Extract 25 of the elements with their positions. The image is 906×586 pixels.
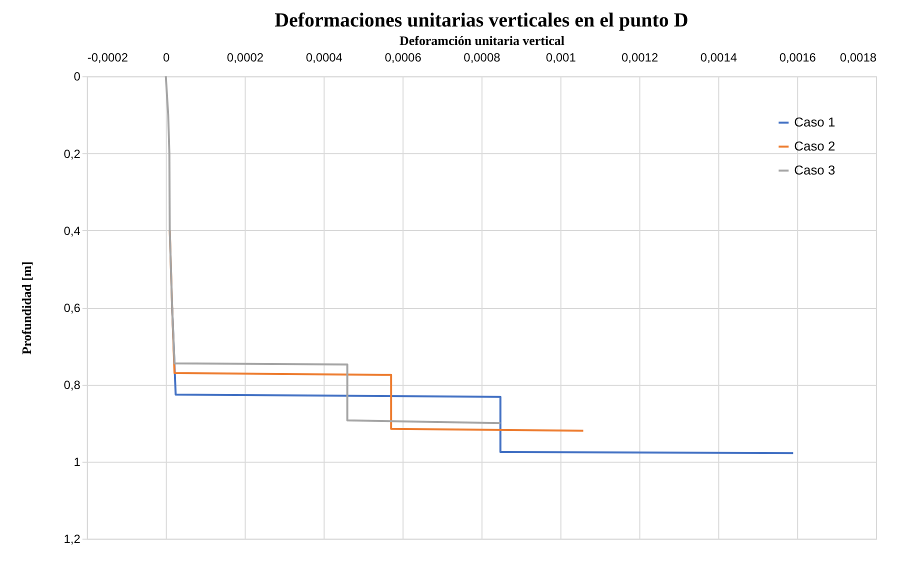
y-tick-label: 0,4 [64,224,81,238]
y-axis-title: Profundidad [m] [18,261,34,355]
x-tick-label: 0,0012 [621,50,658,65]
x-tick-label: 0,0014 [700,50,738,65]
x-tick-label: 0,0008 [464,50,501,65]
y-tick-label: 0,8 [64,378,81,392]
x-tick-label: 0,0018 [840,50,877,65]
x-axis-title: Deforamción unitaria vertical [399,32,565,48]
x-tick-label: 0,0016 [779,50,816,65]
x-tick-label: 0,001 [546,50,576,65]
legend-label: Caso 3 [794,162,836,178]
line-series [164,75,502,424]
y-tick-label: 0 [74,70,81,84]
legend-label: Caso 2 [794,138,836,154]
y-tick-label: 1,2 [64,532,81,546]
x-tick-label: 0,0006 [384,50,422,65]
x-tick-label: 0,0002 [226,50,264,65]
y-tick-label: 0,2 [64,146,81,161]
legend-label: Caso 1 [794,114,836,130]
x-tick-label: -0,0002 [87,50,128,65]
chart-title: Deformaciones unitarias verticales en el punto D [274,9,688,32]
y-tick-label: 0,6 [64,300,81,315]
y-tick-label: 1 [74,455,81,470]
x-tick-label: 0,0004 [306,50,343,65]
x-tick-label: 0 [162,50,170,65]
